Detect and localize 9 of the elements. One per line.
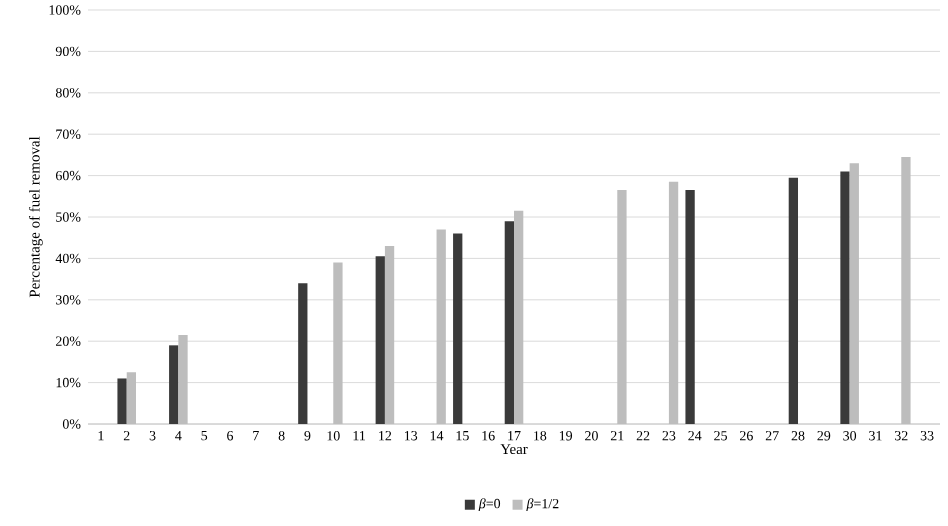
- bar: [117, 378, 127, 424]
- bar: [788, 177, 799, 424]
- bar: [685, 190, 695, 424]
- bar: [375, 256, 385, 424]
- bar: [504, 221, 515, 424]
- bar: [840, 171, 850, 424]
- bar: [453, 233, 463, 424]
- bar: [298, 283, 308, 424]
- bar: [169, 345, 179, 424]
